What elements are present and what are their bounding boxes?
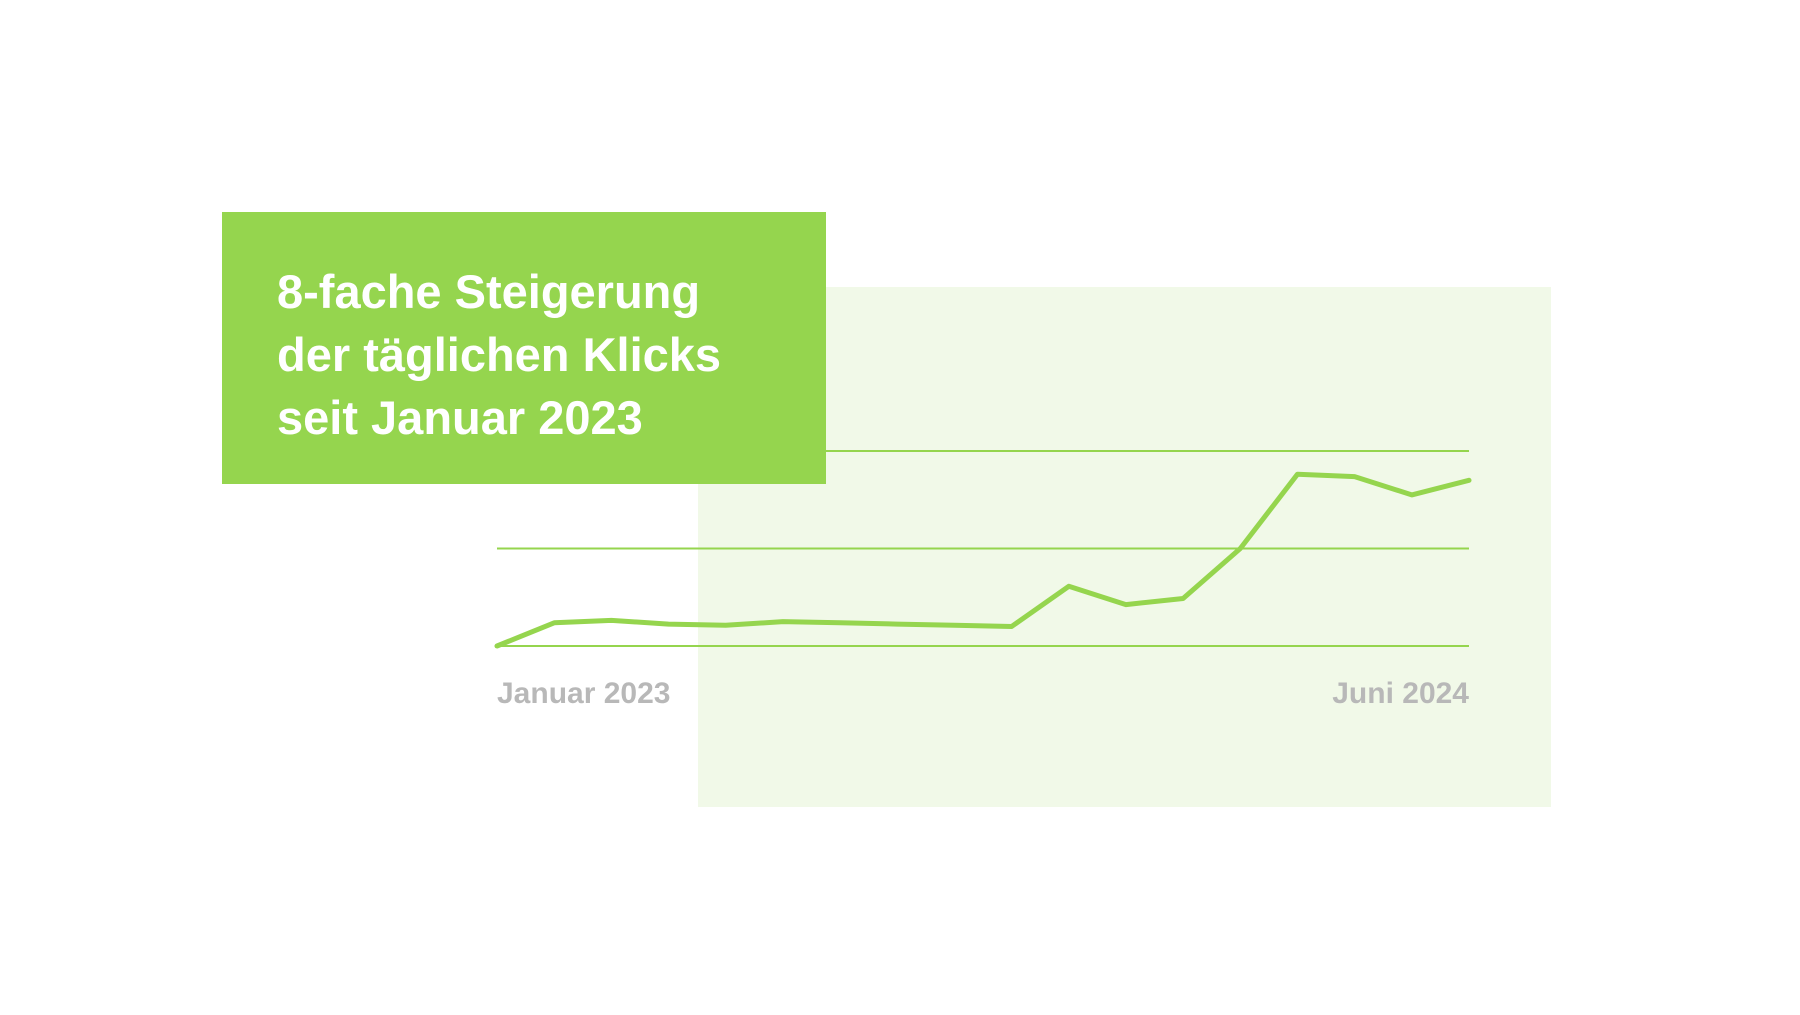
chart-background-panel: [698, 287, 1551, 807]
x-tick-label-end: Juni 2024: [1332, 677, 1469, 710]
headline-box: 8-fache Steigerung der täglichen Klicks …: [222, 212, 826, 484]
headline-line-3: seit Januar 2023: [277, 391, 643, 444]
series-line-0: [494, 471, 1472, 649]
headline-line-1: 8-fache Steigerung: [277, 265, 701, 318]
x-tick-label-start: Januar 2023: [497, 677, 670, 710]
x-axis-labels: Januar 2023 Juni 2024: [497, 677, 1469, 710]
series-layer: [494, 471, 1472, 649]
headline-line-2: der täglichen Klicks: [277, 328, 722, 381]
